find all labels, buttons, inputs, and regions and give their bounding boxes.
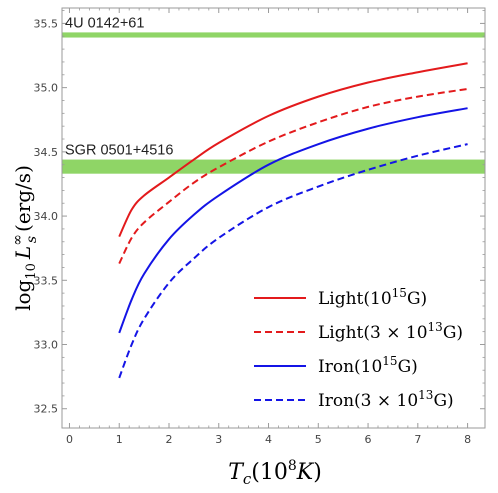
- series-line-2: [118, 107, 468, 334]
- band-label-1: SGR 0501+4516: [65, 143, 173, 159]
- legend-entry-2: Iron(1015G): [318, 354, 418, 377]
- y-axis-ticks: 32.5 33.0 33.5 34.0 34.5 35.0 35.5: [34, 10, 485, 416]
- legend-entry-sup: 13: [418, 388, 433, 402]
- band-label-0: 4U 0142+61: [65, 15, 144, 31]
- legend-entry-base: Iron(10: [318, 357, 382, 377]
- y-tick-label: 34.0: [34, 210, 59, 223]
- legend-entry-1: Light(3 × 1013G): [318, 320, 463, 343]
- x-tick-label: 2: [165, 433, 172, 446]
- x-tick-label: 4: [265, 433, 272, 446]
- x-tick-label: 7: [414, 433, 421, 446]
- legend-entry-0: Light(1015G): [318, 286, 427, 309]
- legend-entry-tail: G): [398, 357, 418, 377]
- x-tick-label: 6: [365, 433, 372, 446]
- y-tick-label: 35.0: [34, 82, 59, 95]
- legend-entry-base: Light(10: [318, 289, 392, 309]
- y-tick-label: 34.5: [34, 146, 59, 159]
- series-line-0: [118, 62, 468, 238]
- plot-frame: [61, 7, 486, 429]
- x-tick-label: 1: [116, 433, 123, 446]
- highlight-bands: [62, 32, 485, 174]
- x-axis-title: Tc(108K): [228, 458, 322, 488]
- y-tick-label: 33.5: [34, 274, 59, 287]
- x-tick-label: 3: [215, 433, 222, 446]
- x-tick-label: 0: [66, 433, 73, 446]
- series-line-3: [118, 143, 468, 379]
- band-labels: 4U 0142+61 SGR 0501+4516: [65, 15, 173, 158]
- legend-entry-tail: G): [443, 323, 463, 343]
- legend: Light(1015G)Light(3 × 1013G)Iron(1015G)I…: [254, 286, 463, 411]
- x-tick-label: 8: [464, 433, 471, 446]
- y-tick-label: 35.5: [34, 17, 59, 30]
- legend-entry-base: Iron(3 × 10: [318, 391, 418, 411]
- band-0: [62, 32, 485, 38]
- legend-entry-3: Iron(3 × 1013G): [318, 388, 454, 411]
- legend-entry-sup: 15: [392, 286, 407, 300]
- legend-entry-tail: G): [433, 391, 453, 411]
- legend-entry-sup: 15: [382, 354, 397, 368]
- y-axis-title: log10L∞s(erg/s): [10, 165, 40, 311]
- series-lines: [118, 62, 468, 379]
- legend-entry-sup: 13: [428, 320, 443, 334]
- legend-entry-base: Light(3 × 10: [318, 323, 428, 343]
- x-tick-label: 5: [315, 433, 322, 446]
- y-tick-label: 33.0: [34, 339, 59, 352]
- band-1: [62, 159, 485, 174]
- y-tick-label: 32.5: [34, 403, 59, 416]
- legend-entry-tail: G): [407, 289, 427, 309]
- x-axis-ticks: 0 1 2 3 4 5 6 7 8: [66, 8, 471, 446]
